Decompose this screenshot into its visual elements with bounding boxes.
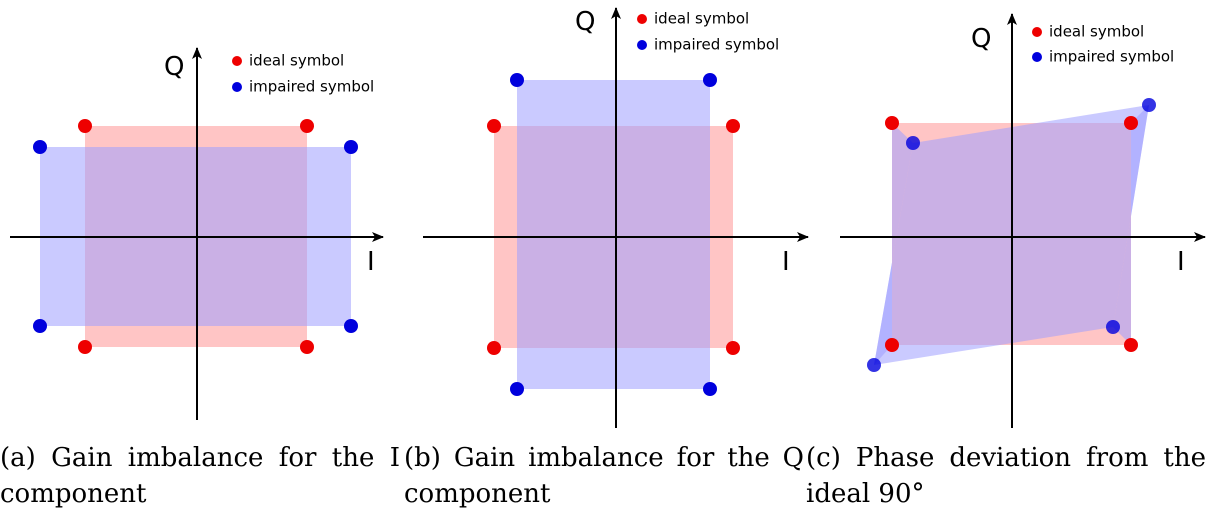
q-label: Q — [575, 7, 595, 37]
legend-label: impaired symbol — [249, 78, 374, 96]
impaired-region — [1113, 105, 1149, 345]
legend-dot — [232, 56, 242, 66]
ideal-points — [487, 119, 740, 355]
i-label: I — [782, 247, 790, 277]
i-label: I — [1177, 247, 1185, 277]
ideal-points — [885, 116, 1138, 352]
legend-dot — [1032, 52, 1042, 62]
caption: (b) Gain imbalance for the Q component — [404, 443, 804, 509]
legend-dot — [1032, 27, 1042, 37]
impaired-points — [510, 73, 717, 396]
impaired-region — [874, 123, 913, 365]
legend-label: ideal symbol — [249, 52, 344, 70]
impaired-points — [33, 140, 358, 333]
panel-a: Q I ideal symbol impaired symbol — [10, 47, 384, 420]
legend-label: impaired symbol — [654, 36, 779, 54]
panel-c: Q I ideal symbol impaired symbol — [840, 13, 1206, 428]
q-label: Q — [164, 52, 184, 82]
caption: (c) Phase deviation from the ideal 90° — [806, 443, 1206, 509]
legend-dot — [637, 40, 647, 50]
legend-dot — [232, 82, 242, 92]
caption: (a) Gain imbalance for the I component — [0, 443, 400, 509]
panel-b: Q I ideal symbol impaired symbol — [423, 7, 809, 428]
legend-label: ideal symbol — [1049, 23, 1144, 41]
figure: Q I ideal symbol impaired symbol Q I ide… — [10, 7, 1206, 428]
q-label: Q — [971, 24, 991, 54]
impaired-region — [517, 80, 710, 389]
legend-label: ideal symbol — [654, 10, 749, 28]
impaired-points — [867, 98, 1156, 372]
i-label: I — [367, 247, 375, 277]
legend-label: impaired symbol — [1049, 48, 1174, 66]
ideal-points — [78, 119, 314, 354]
legend-dot — [637, 14, 647, 24]
